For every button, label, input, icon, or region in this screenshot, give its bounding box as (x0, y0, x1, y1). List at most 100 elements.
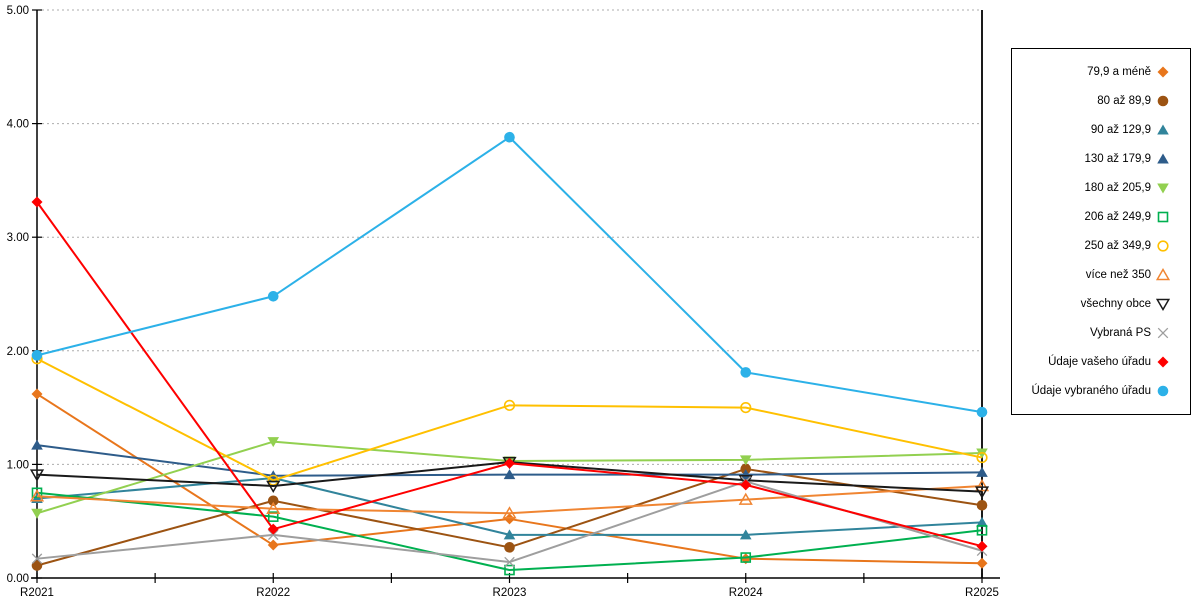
series-marker-180-a-205-9-R2021 (31, 508, 43, 519)
legend-item-v-ce-ne-350: více než 350 (1018, 261, 1170, 290)
series-marker-80-a-89-9-R2024 (740, 463, 752, 475)
180-a-205-9-marker-icon (1157, 183, 1169, 194)
y-tick-label-3: 3.00 (7, 232, 29, 244)
series-marker-v-echny-obce-R2021 (29, 469, 45, 482)
legend-item-80-a-89-9: 80 až 89,9 (1018, 87, 1170, 116)
series-marker-130-a-179-9-R2023 (503, 469, 516, 480)
legend-label-vybran-ps: Vybraná PS (1090, 327, 1151, 339)
legend-item-206-a-249-9: 206 až 249,9 (1018, 203, 1170, 232)
series-marker-daje-va-eho-adu-R2022 (267, 523, 279, 535)
250-a-349-9-marker-icon (1157, 240, 1169, 252)
series-marker-daje-vybran-ho-adu-R2023 (504, 131, 515, 143)
series-marker-206-a-249-9-R2021 (31, 487, 43, 499)
legend-label-v-echny-obce: všechny obce (1080, 298, 1151, 310)
series-marker-250-a-349-9-R2023 (503, 399, 516, 411)
series-marker-90-a-129-9-R2024 (739, 529, 752, 540)
series-marker-250-a-349-9-R2024 (740, 402, 752, 414)
legend-marker-206-a-249-9 (1157, 211, 1169, 223)
series-marker-vybran-ps-R2023 (504, 556, 515, 568)
legend-marker-daje-va-eho-adu (1157, 356, 1169, 368)
legend-item-250-a-349-9: 250 až 349,9 (1018, 232, 1170, 261)
series-marker-daje-va-eho-adu-R2024 (740, 479, 752, 491)
series-marker-80-a-89-9-R2021 (31, 560, 43, 571)
chart-legend: 79,9 a méně 80 až 89,9 90 až 129,9 130 až 1… (1011, 48, 1191, 415)
legend-item-79-9-a-m-n: 79,9 a méně (1018, 58, 1170, 87)
y-tick-label-0: 0.00 (7, 573, 29, 585)
series-marker-130-a-179-9-R2021 (31, 439, 43, 450)
series-daje-va-eho-adu (31, 196, 988, 552)
series-marker-v-echny-obce-R2022 (266, 480, 281, 493)
v-echny-obce-marker-icon (1156, 298, 1170, 311)
206-a-249-9-marker-icon (1157, 211, 1169, 223)
series-marker-206-a-249-9-R2024 (740, 552, 752, 563)
legend-label-250-a-349-9: 250 až 349,9 (1084, 240, 1151, 252)
series-marker-180-a-205-9-R2024 (739, 455, 752, 466)
legend-item-180-a-205-9: 180 až 205,9 (1018, 174, 1170, 203)
legend-marker-v-ce-ne-350 (1156, 268, 1170, 281)
legend-marker-130-a-179-9 (1157, 153, 1169, 164)
y-tick-label-1: 1.00 (7, 459, 29, 471)
series-daje-vybran-ho-adu (31, 131, 988, 418)
legend-label-daje-vybran-ho-adu: Údaje vybraného úřadu (1031, 385, 1151, 397)
130-a-179-9-marker-icon (1157, 153, 1169, 164)
series-marker-daje-va-eho-adu-R2023 (504, 457, 515, 469)
series-line-206-a-249-9 (36, 491, 983, 572)
series-marker-79-9-a-m-n-R2022 (267, 539, 279, 551)
series-v-ce-ne-350 (29, 478, 990, 519)
legend-label-180-a-205-9: 180 až 205,9 (1084, 182, 1151, 194)
legend-label-daje-va-eho-adu: Údaje vašeho úřadu (1048, 356, 1151, 368)
daje-va-eho-adu-marker-icon (1157, 356, 1169, 368)
90-a-129-9-marker-icon (1157, 124, 1169, 135)
series-marker-v-echny-obce-R2024 (738, 475, 753, 488)
series-marker-daje-vybran-ho-adu-R2025 (976, 406, 988, 418)
legend-item-v-echny-obce: všechny obce (1018, 290, 1170, 319)
x-tick-label-0: R2021 (20, 587, 54, 599)
v-ce-ne-350-marker-icon (1156, 268, 1170, 281)
series-marker-206-a-249-9-R2022 (267, 511, 279, 522)
y-tick-label-4: 4.00 (7, 119, 29, 131)
legend-marker-v-echny-obce (1156, 298, 1170, 311)
series-marker-80-a-89-9-R2023 (504, 542, 515, 553)
series-206-a-249-9 (31, 487, 988, 576)
series-marker-90-a-129-9-R2025 (976, 516, 988, 527)
legend-item-90-a-129-9: 90 až 129,9 (1018, 116, 1170, 145)
legend-marker-vybran-ps (1157, 327, 1169, 339)
series-marker-vybran-ps-R2021 (31, 553, 43, 564)
legend-item-daje-vybran-ho-adu: Údaje vybraného úřadu (1018, 377, 1170, 406)
series-line-daje-vybran-ho-adu (36, 136, 983, 414)
x-tick-label-3: R2024 (729, 587, 763, 599)
legend-label-130-a-179-9: 130 až 179,9 (1084, 153, 1151, 165)
x-tick-label-4: R2025 (965, 587, 999, 599)
series-marker-206-a-249-9-R2025 (976, 524, 988, 536)
series-marker-80-a-89-9-R2025 (976, 499, 988, 511)
x-tick-label-1: R2022 (256, 587, 290, 599)
vybran-ps-marker-icon (1157, 327, 1169, 339)
daje-vybran-ho-adu-marker-icon (1157, 385, 1169, 397)
series-marker-daje-vybran-ho-adu-R2022 (267, 290, 279, 302)
series-marker-79-9-a-m-n-R2025 (976, 557, 988, 569)
series-line-250-a-349-9 (36, 357, 983, 482)
series-marker-daje-va-eho-adu-R2021 (31, 196, 43, 208)
series-marker-vybran-ps-R2022 (267, 529, 279, 541)
series-marker-v-ce-ne-350-R2024 (738, 492, 753, 505)
79-9-a-m-n-marker-icon (1157, 66, 1169, 78)
y-tick-label-5: 5.00 (7, 5, 29, 17)
legend-marker-180-a-205-9 (1157, 183, 1169, 194)
series-marker-180-a-205-9-R2022 (267, 437, 280, 448)
series-line-v-ce-ne-350 (36, 484, 983, 515)
legend-item-daje-va-eho-adu: Údaje vašeho úřadu (1018, 348, 1170, 377)
series-79-9-a-m-n (31, 388, 988, 569)
legend-marker-daje-vybran-ho-adu (1157, 385, 1169, 397)
series-marker-130-a-179-9-R2024 (739, 469, 752, 480)
legend-label-79-9-a-m-n: 79,9 a méně (1087, 66, 1151, 78)
80-a-89-9-marker-icon (1157, 95, 1169, 107)
legend-item-130-a-179-9: 130 až 179,9 (1018, 145, 1170, 174)
legend-label-80-a-89-9: 80 až 89,9 (1097, 95, 1151, 107)
series-marker-250-a-349-9-R2025 (976, 451, 988, 464)
legend-item-vybran-ps: Vybraná PS (1018, 319, 1170, 348)
series-marker-v-ce-ne-350-R2023 (502, 506, 517, 519)
y-tick-label-2: 2.00 (7, 346, 29, 358)
x-tick-label-2: R2023 (493, 587, 527, 599)
